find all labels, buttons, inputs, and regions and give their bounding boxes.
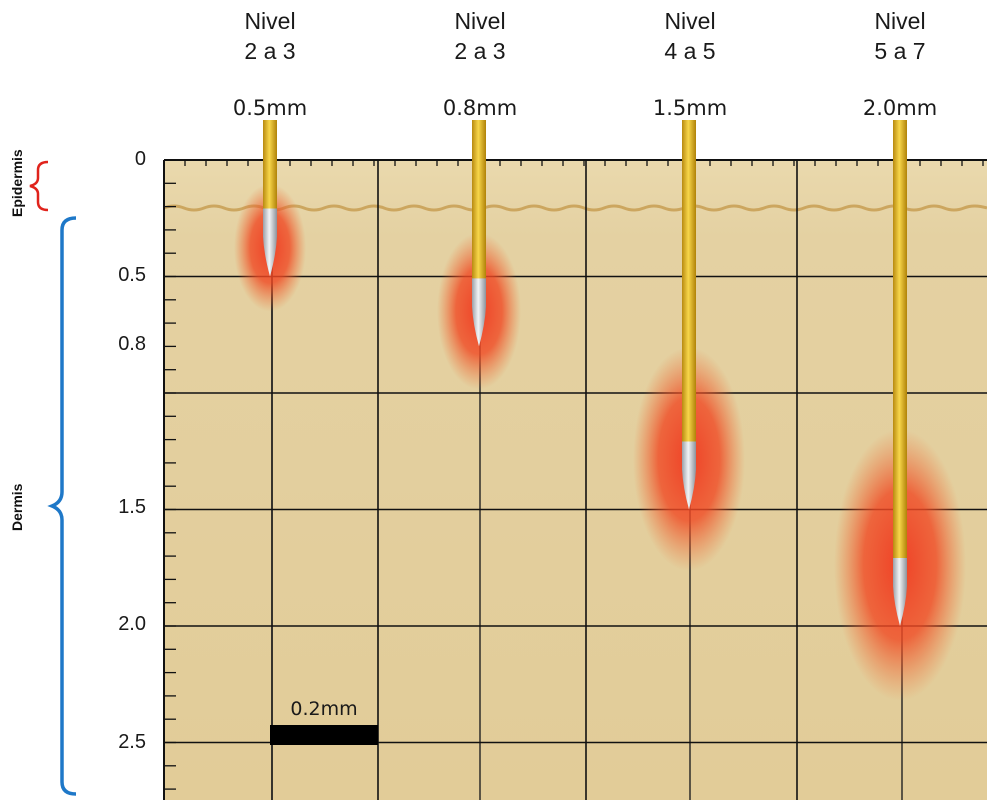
depth-axis-tick-label: 2.5 xyxy=(118,731,146,753)
dermis-label: Dermis xyxy=(9,483,25,531)
needle-depth-label: 0.5mm xyxy=(232,96,308,120)
ruler-ticks xyxy=(163,159,984,790)
epidermis-bracket xyxy=(29,160,49,212)
needle-tip xyxy=(472,278,486,347)
depth-axis-tick-label: 0.5 xyxy=(118,264,146,286)
depth-axis-tick-label: 0 xyxy=(134,148,146,170)
needle-level-label: Nivel 2 a 3 xyxy=(454,8,506,64)
needle-tip xyxy=(263,208,277,277)
needle-level-label: Nivel 2 a 3 xyxy=(244,8,296,64)
needle-tip xyxy=(893,558,907,626)
needle-depth-label: 2.0mm xyxy=(862,96,938,120)
needle-level-label: Nivel 5 a 7 xyxy=(874,8,926,64)
depth-axis-tick-label: 1.5 xyxy=(118,496,146,518)
epidermis-boundary xyxy=(163,204,987,212)
scale-bar xyxy=(270,725,378,745)
needles xyxy=(263,120,907,626)
needle-tip xyxy=(682,441,696,510)
needle-shaft xyxy=(893,120,907,558)
needle-depth-label: 0.8mm xyxy=(442,96,518,120)
needle-depth-label: 1.5mm xyxy=(652,96,728,120)
needle-shaft xyxy=(263,120,277,209)
depth-axis-tick-label: 0.8 xyxy=(118,333,146,355)
dermis-bracket xyxy=(47,216,77,796)
needle-level-label: Nivel 4 a 5 xyxy=(664,8,716,64)
needle-shaft xyxy=(682,120,696,442)
epidermis-label: Epidermis xyxy=(9,149,25,217)
scale-bar-label: 0.2mm xyxy=(290,698,358,720)
depth-axis-tick-label: 2.0 xyxy=(118,613,146,635)
needle-shaft xyxy=(472,120,486,279)
